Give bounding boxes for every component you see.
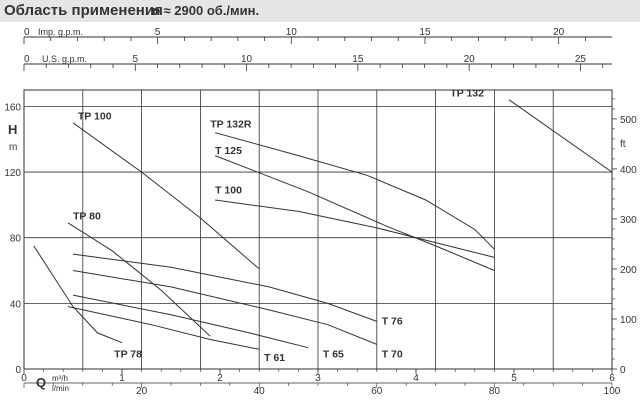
label-t-61: T 61 [264, 352, 285, 364]
label-t-76: T 76 [382, 316, 403, 328]
tick-label-m3h: 4 [413, 373, 419, 384]
tick-label-imp: 15 [419, 27, 431, 38]
x-axis-symbol: Q [36, 375, 46, 390]
chart-subtitle: n ≈ 2900 об./мин. [152, 3, 260, 18]
curve-tp-80 [67, 222, 211, 337]
curve-t-100 [215, 199, 495, 258]
label-t-100: T 100 [215, 184, 242, 196]
curve-t-125 [214, 155, 495, 271]
label-tp-132r: TP 132R [210, 119, 252, 131]
tick-label-m3h: 3 [315, 373, 321, 384]
tick-label-ft: 100 [620, 315, 637, 326]
tick-label-m3h: 1 [119, 373, 125, 384]
chart-title: Область применения [4, 2, 163, 19]
y-axis-symbol: H [8, 122, 17, 137]
curve-t-70 [72, 270, 377, 345]
label-t-65: T 65 [323, 349, 344, 361]
label-tp-100: TP 100 [78, 111, 112, 123]
label-tp-132: TP 132 [450, 88, 484, 100]
chart-grid [24, 90, 612, 369]
tick-label-ft: 400 [620, 165, 637, 176]
tick-label-m3h: 2 [217, 373, 223, 384]
curve-tp-132r [214, 132, 495, 250]
tick-label-ft: 500 [620, 115, 637, 126]
chart-header: Область применения n ≈ 2900 об./мин. [0, 0, 640, 22]
tick-label-m3h: 5 [511, 373, 517, 384]
imp-gpm-label: Imp. g.p.m. [38, 27, 83, 37]
x-unit-lmin: l/min [52, 384, 69, 393]
tick-label-us: 20 [464, 54, 476, 65]
tick-label-imp: 20 [553, 27, 565, 38]
tick-label-us: 5 [133, 54, 139, 65]
tick-label-imp: 0 [24, 27, 30, 38]
x-unit-m3h: m³/h [52, 374, 68, 383]
label-t-70: T 70 [382, 349, 403, 361]
curve-t-61 [67, 306, 260, 350]
us-gpm-label: U.S. g.p.m. [42, 54, 87, 64]
tick-label-lmin: 60 [371, 386, 383, 397]
tick-label-us: 10 [241, 54, 253, 65]
y-axis-unit: m [9, 142, 17, 153]
label-t-125: T 125 [215, 145, 242, 157]
label-tp-80: TP 80 [73, 211, 101, 223]
tick-label-us: 0 [24, 54, 30, 65]
right-axis-unit: ft [620, 139, 626, 150]
tick-label-imp: 5 [155, 27, 161, 38]
tick-label-m3h: 0 [21, 373, 27, 384]
tick-label-lmin: 100 [604, 386, 621, 397]
tick-label-left: 0 [15, 365, 21, 376]
tick-label-left: 120 [4, 168, 21, 179]
tick-label-left: 80 [10, 234, 22, 245]
tick-label-left: 160 [4, 102, 21, 113]
chart-curves [33, 99, 613, 350]
label-tp-78: TP 78 [114, 349, 142, 361]
tick-label-m3h: 6 [609, 373, 615, 384]
tick-label-us: 25 [575, 54, 587, 65]
chart-labels: TP 132 TP 132R T 125 T 100 TP 100 TP 80 T 76 T … [73, 88, 484, 364]
curve-tp-100 [72, 122, 260, 270]
tick-label-lmin: 20 [136, 386, 148, 397]
curve-t-65 [72, 294, 309, 349]
tick-label-left: 40 [10, 299, 22, 310]
tick-label-lmin: 80 [489, 386, 501, 397]
tick-label-lmin: 40 [254, 386, 266, 397]
curve-tp-132 [508, 99, 613, 173]
curve-t-76 [72, 253, 377, 322]
tick-label-ft: 300 [620, 215, 637, 226]
curve-tp-78 [33, 245, 123, 344]
tick-label-imp: 10 [286, 27, 298, 38]
tick-label-ft: 200 [620, 265, 637, 276]
tick-label-us: 15 [352, 54, 364, 65]
tick-label-ft: 0 [620, 365, 626, 376]
